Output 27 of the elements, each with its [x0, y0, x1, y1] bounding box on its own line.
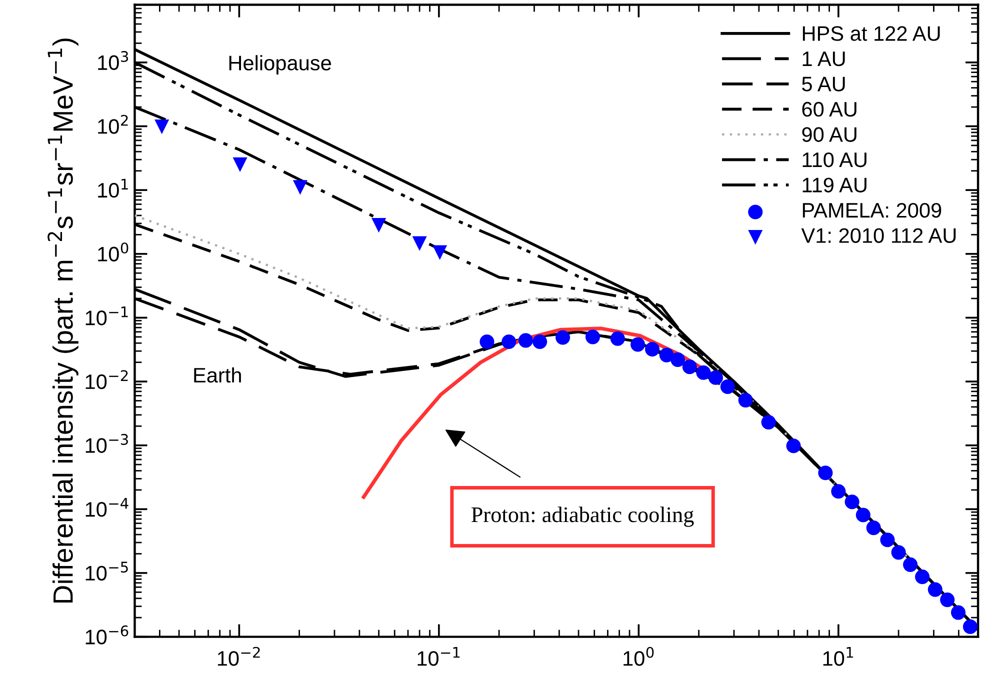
legend-label: 110 AU — [802, 152, 866, 168]
annotation: Earth — [194, 367, 241, 383]
text: Differential intensity (part. m$^{−2}$s$^{−1}$sr$^{−1}$MeV$^{−1}$) — [48, 38, 78, 603]
legend-label: 90 AU — [802, 127, 856, 142]
legend-label: PAMELA: 2009 — [802, 202, 942, 218]
y-tick-label: 10$^{−6}$ — [86, 625, 128, 644]
y-tick-label: 10$^{−4}$ — [86, 498, 128, 517]
y-tick-label: 10$^{3}$ — [98, 51, 128, 70]
annotation: Proton: adiabatic cooling — [471, 506, 694, 527]
y-tick-label: 10$^{−5}$ — [86, 562, 128, 581]
legend-label: 60 AU — [802, 102, 856, 117]
x-tick-label: 10$^{−1}$ — [418, 647, 460, 666]
legend-label: V1: 2010 112 AU — [801, 228, 956, 243]
x-tick-label: 10$^{0}$ — [624, 646, 654, 666]
x-tick-label: 10$^{1}$ — [823, 647, 854, 666]
y-tick-label: 10$^{0}$ — [98, 242, 128, 262]
y-tick-label: 10$^{2}$ — [98, 114, 128, 134]
legend-label: 119 AU — [802, 178, 866, 192]
y-tick-label: 10$^{−3}$ — [86, 434, 128, 453]
y-tick-label: 10$^{1}$ — [98, 178, 128, 198]
x-tick-label: 10$^{−2}$ — [218, 646, 260, 666]
y-tick-label: 10$^{−1}$ — [86, 306, 128, 326]
annotation: Heliopause — [229, 55, 331, 75]
legend-label: 1 AU — [802, 52, 845, 66]
y-tick-label: 10$^{−2}$ — [86, 370, 128, 390]
legend-label: HPS at 122 AU — [802, 26, 940, 41]
legend-label: 5 AU — [802, 76, 845, 92]
